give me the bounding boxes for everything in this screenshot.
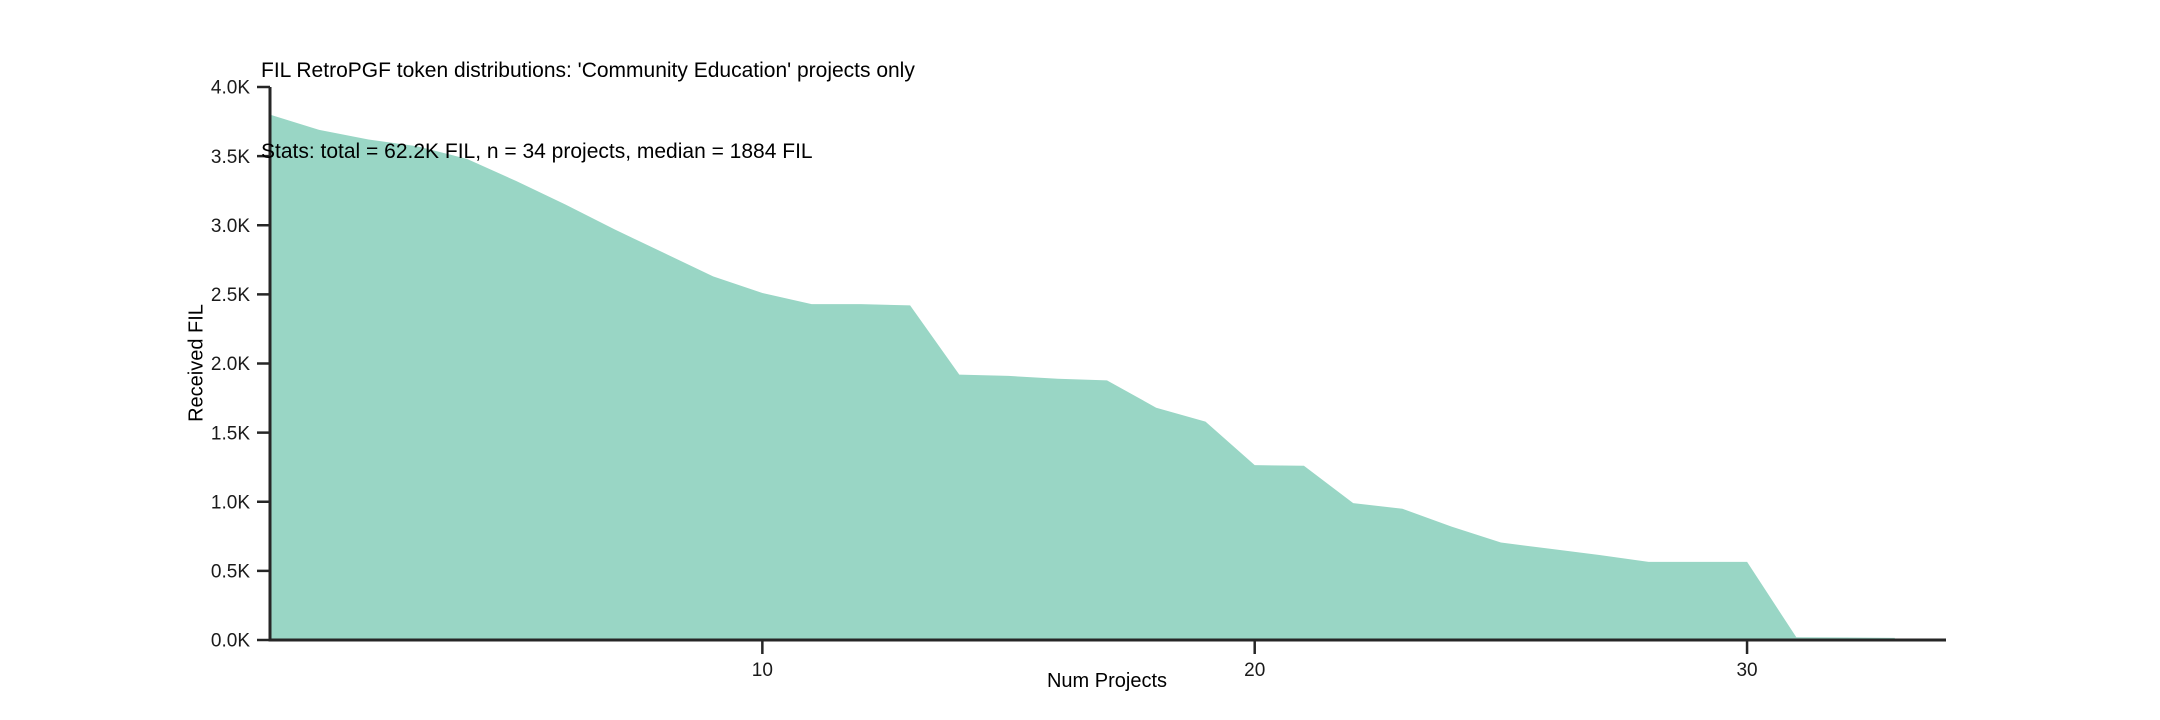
y-tick-label: 1.0K (211, 492, 250, 513)
x-tick-label: 30 (1736, 660, 1757, 681)
y-tick-label: 2.5K (211, 285, 250, 306)
y-tick-label: 0.0K (211, 631, 250, 652)
y-tick-label: 0.5K (211, 562, 250, 583)
chart-subtitle: Stats: total = 62.2K FIL, n = 34 project… (261, 140, 813, 163)
x-tick-label: 10 (752, 660, 773, 681)
area-series (270, 114, 1895, 641)
chart-title-block: FIL RetroPGF token distributions: 'Commu… (261, 3, 915, 219)
y-tick-label: 3.0K (211, 216, 250, 237)
y-axis-title: Received FIL (185, 304, 208, 422)
x-axis-title: Num Projects (1046, 670, 1168, 692)
chart-title: FIL RetroPGF token distributions: 'Commu… (261, 59, 915, 82)
y-tick-label: 3.5K (211, 147, 250, 168)
y-tick-label: 4.0K (211, 78, 250, 99)
y-tick-label: 1.5K (211, 423, 250, 444)
x-tick-label: 20 (1244, 660, 1265, 681)
y-tick-label: 2.0K (211, 354, 250, 375)
